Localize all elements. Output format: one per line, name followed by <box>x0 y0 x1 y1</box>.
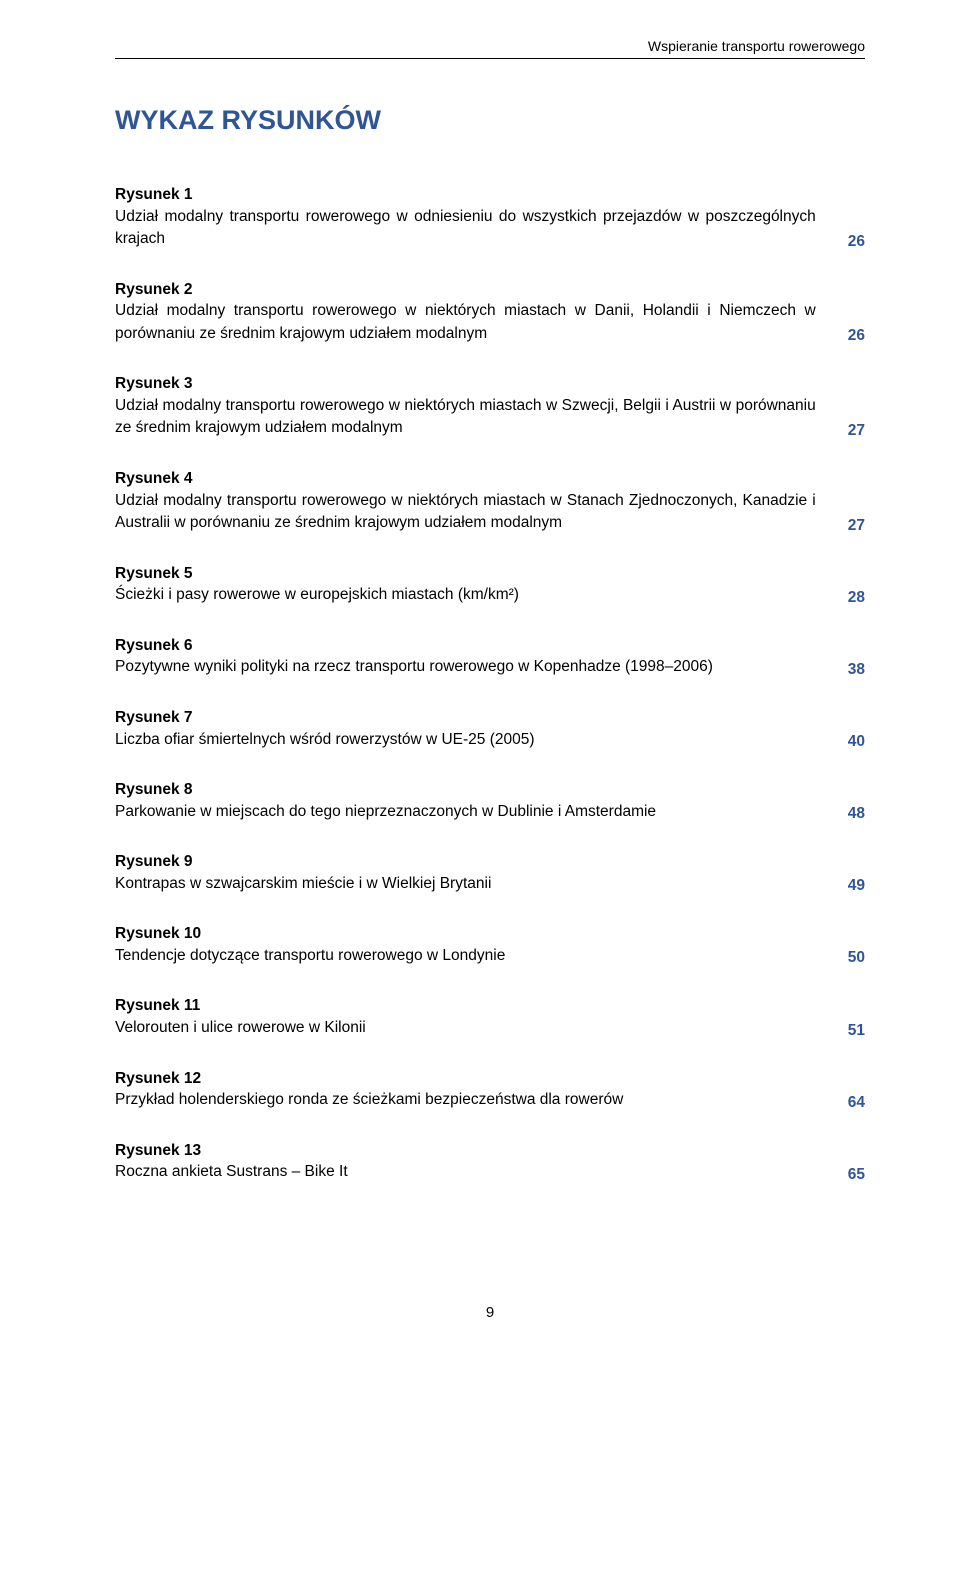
figure-label: Rysunek 13 <box>115 1140 865 1162</box>
figure-page: 64 <box>836 1094 865 1112</box>
list-item: Rysunek 4 Udział modalny transportu rowe… <box>115 468 865 535</box>
figure-desc: Udział modalny transportu rowerowego w n… <box>115 490 816 535</box>
figure-desc: Pozytywne wyniki polityki na rzecz trans… <box>115 656 816 678</box>
figure-desc: Velorouten i ulice rowerowe w Kilonii <box>115 1017 816 1039</box>
figure-page: 26 <box>836 327 865 345</box>
list-item: Rysunek 8 Parkowanie w miejscach do tego… <box>115 779 865 823</box>
figure-label: Rysunek 6 <box>115 635 865 657</box>
figure-label: Rysunek 8 <box>115 779 865 801</box>
figure-row: Roczna ankieta Sustrans – Bike It 65 <box>115 1161 865 1183</box>
figure-page: 51 <box>836 1022 865 1040</box>
figure-label: Rysunek 10 <box>115 923 865 945</box>
figure-page: 50 <box>836 949 865 967</box>
figure-row: Tendencje dotyczące transportu roweroweg… <box>115 945 865 967</box>
figure-page: 26 <box>836 233 865 251</box>
figure-label: Rysunek 1 <box>115 184 865 206</box>
figure-row: Udział modalny transportu rowerowego w n… <box>115 395 865 440</box>
figure-desc: Liczba ofiar śmiertelnych wśród rowerzys… <box>115 729 816 751</box>
figure-label: Rysunek 7 <box>115 707 865 729</box>
list-item: Rysunek 1 Udział modalny transportu rowe… <box>115 184 865 251</box>
figure-label: Rysunek 12 <box>115 1068 865 1090</box>
figure-row: Przykład holenderskiego ronda ze ścieżka… <box>115 1089 865 1111</box>
list-item: Rysunek 5 Ścieżki i pasy rowerowe w euro… <box>115 563 865 607</box>
figure-row: Udział modalny transportu rowerowego w o… <box>115 206 865 251</box>
list-item: Rysunek 13 Roczna ankieta Sustrans – Bik… <box>115 1140 865 1184</box>
figure-row: Kontrapas w szwajcarskim mieście i w Wie… <box>115 873 865 895</box>
figure-row: Parkowanie w miejscach do tego nieprzezn… <box>115 801 865 823</box>
figure-label: Rysunek 9 <box>115 851 865 873</box>
list-item: Rysunek 2 Udział modalny transportu rowe… <box>115 279 865 346</box>
list-item: Rysunek 9 Kontrapas w szwajcarskim mieśc… <box>115 851 865 895</box>
figure-page: 48 <box>836 805 865 823</box>
list-item: Rysunek 10 Tendencje dotyczące transport… <box>115 923 865 967</box>
list-item: Rysunek 7 Liczba ofiar śmiertelnych wśró… <box>115 707 865 751</box>
list-item: Rysunek 12 Przykład holenderskiego ronda… <box>115 1068 865 1112</box>
figure-desc: Tendencje dotyczące transportu roweroweg… <box>115 945 816 967</box>
figure-label: Rysunek 2 <box>115 279 865 301</box>
running-head: Wspieranie transportu rowerowego <box>115 38 865 54</box>
figure-desc: Ścieżki i pasy rowerowe w europejskich m… <box>115 584 816 606</box>
figure-desc: Udział modalny transportu rowerowego w n… <box>115 300 816 345</box>
figure-desc: Przykład holenderskiego ronda ze ścieżka… <box>115 1089 816 1111</box>
page-number: 9 <box>115 1304 865 1321</box>
figure-desc: Kontrapas w szwajcarskim mieście i w Wie… <box>115 873 816 895</box>
list-item: Rysunek 3 Udział modalny transportu rowe… <box>115 373 865 440</box>
figure-label: Rysunek 11 <box>115 995 865 1017</box>
figure-label: Rysunek 3 <box>115 373 865 395</box>
figure-desc: Udział modalny transportu rowerowego w o… <box>115 206 816 251</box>
figure-page: 40 <box>836 733 865 751</box>
list-item: Rysunek 11 Velorouten i ulice rowerowe w… <box>115 995 865 1039</box>
header-rule <box>115 58 865 59</box>
figure-row: Pozytywne wyniki polityki na rzecz trans… <box>115 656 865 678</box>
figure-row: Ścieżki i pasy rowerowe w europejskich m… <box>115 584 865 606</box>
figure-page: 65 <box>836 1166 865 1184</box>
figure-list: Rysunek 1 Udział modalny transportu rowe… <box>115 184 865 1184</box>
list-item: Rysunek 6 Pozytywne wyniki polityki na r… <box>115 635 865 679</box>
figure-label: Rysunek 5 <box>115 563 865 585</box>
figure-row: Udział modalny transportu rowerowego w n… <box>115 490 865 535</box>
figure-page: 38 <box>836 661 865 679</box>
figure-desc: Udział modalny transportu rowerowego w n… <box>115 395 816 440</box>
figure-row: Liczba ofiar śmiertelnych wśród rowerzys… <box>115 729 865 751</box>
figure-row: Velorouten i ulice rowerowe w Kilonii 51 <box>115 1017 865 1039</box>
figure-label: Rysunek 4 <box>115 468 865 490</box>
figure-row: Udział modalny transportu rowerowego w n… <box>115 300 865 345</box>
figure-page: 28 <box>836 589 865 607</box>
figure-page: 27 <box>836 517 865 535</box>
figure-desc: Roczna ankieta Sustrans – Bike It <box>115 1161 816 1183</box>
figure-page: 27 <box>836 422 865 440</box>
page-title: WYKAZ RYSUNKÓW <box>115 105 865 136</box>
figure-desc: Parkowanie w miejscach do tego nieprzezn… <box>115 801 816 823</box>
figure-page: 49 <box>836 877 865 895</box>
